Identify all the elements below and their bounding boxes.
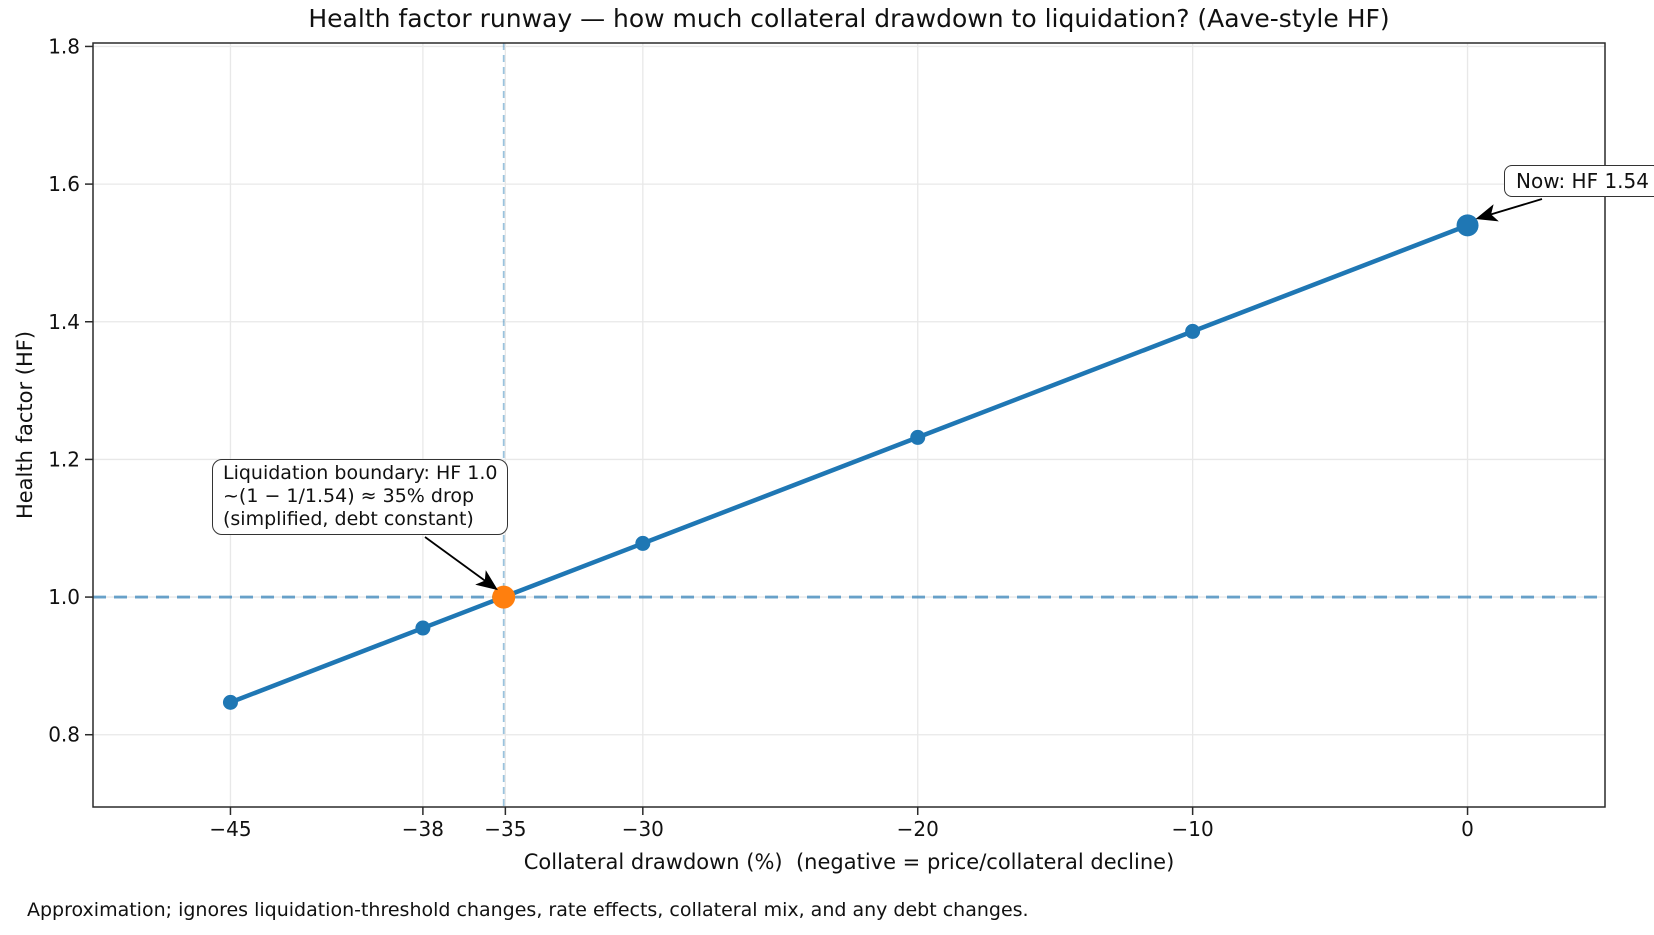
annotation-now-box: Now: HF 1.54	[1504, 165, 1654, 197]
data-point-marker	[635, 535, 651, 551]
x-tick-label: −30	[622, 817, 664, 841]
annotation-arrow	[424, 536, 498, 591]
annotation-arrow	[1475, 198, 1543, 222]
y-tick-label: 1.6	[48, 172, 80, 196]
y-tick-label: 1.4	[48, 310, 80, 334]
data-point-marker	[222, 694, 238, 710]
y-tick-label: 0.8	[48, 723, 80, 747]
x-axis-label: Collateral drawdown (%) (negative = pric…	[523, 850, 1175, 874]
chart-title: Health factor runway — how much collater…	[308, 4, 1390, 33]
footnote-text: Approximation; ignores liquidation-thres…	[27, 899, 1029, 921]
data-point-marker	[415, 620, 431, 636]
liquidation-boundary-marker	[492, 585, 516, 609]
x-tick-label: −35	[484, 817, 526, 841]
axes-border	[92, 42, 1606, 808]
series-line	[228, 223, 1470, 705]
x-tick-label: 0	[1461, 817, 1474, 841]
annotation-boundary-box: Liquidation boundary: HF 1.0 ~(1 − 1/1.5…	[212, 459, 509, 535]
x-tick-label: −38	[402, 817, 444, 841]
data-point-marker	[910, 429, 926, 445]
y-axis-label: Health factor (HF)	[13, 330, 37, 520]
y-tick-label: 1.2	[48, 447, 80, 471]
x-tick-label: −45	[209, 817, 251, 841]
y-tick-label: 1.0	[48, 585, 80, 609]
y-tick-label: 1.8	[48, 34, 80, 58]
x-tick-label: −10	[1172, 817, 1214, 841]
x-tick-label: −20	[897, 817, 939, 841]
data-point-marker	[1185, 323, 1201, 339]
now-marker	[1456, 214, 1479, 237]
